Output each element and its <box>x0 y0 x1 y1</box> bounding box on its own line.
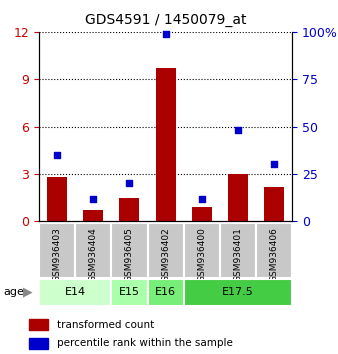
Bar <box>39 279 111 306</box>
Bar <box>47 177 67 221</box>
Bar <box>111 223 147 278</box>
Bar <box>192 207 212 221</box>
Text: GSM936405: GSM936405 <box>125 227 134 282</box>
Bar <box>184 223 220 278</box>
Bar <box>156 68 175 221</box>
Text: E17.5: E17.5 <box>222 287 254 297</box>
Bar <box>228 174 248 221</box>
Point <box>54 152 60 158</box>
Bar <box>111 279 147 306</box>
Point <box>271 161 277 167</box>
Point <box>163 31 168 36</box>
Bar <box>220 223 256 278</box>
Text: age: age <box>3 287 24 297</box>
Text: GSM936404: GSM936404 <box>89 227 98 282</box>
Bar <box>147 279 184 306</box>
Text: GSM936402: GSM936402 <box>161 227 170 282</box>
Bar <box>264 187 284 221</box>
Text: E16: E16 <box>155 287 176 297</box>
Title: GDS4591 / 1450079_at: GDS4591 / 1450079_at <box>85 13 246 27</box>
Bar <box>29 319 48 330</box>
Bar <box>39 223 75 278</box>
Bar <box>83 210 103 221</box>
Text: GSM936406: GSM936406 <box>270 227 279 282</box>
Bar <box>147 223 184 278</box>
Text: ▶: ▶ <box>23 286 32 299</box>
Bar <box>75 223 111 278</box>
Point <box>91 196 96 201</box>
Text: E14: E14 <box>65 287 86 297</box>
Bar <box>119 198 139 221</box>
Bar <box>256 223 292 278</box>
Text: percentile rank within the sample: percentile rank within the sample <box>57 338 233 348</box>
Text: GSM936401: GSM936401 <box>234 227 243 282</box>
Point <box>127 181 132 186</box>
Bar <box>29 338 48 349</box>
Text: GSM936400: GSM936400 <box>197 227 206 282</box>
Text: GSM936403: GSM936403 <box>52 227 62 282</box>
Text: transformed count: transformed count <box>57 320 154 330</box>
Point <box>199 196 204 201</box>
Point <box>235 127 241 133</box>
Bar <box>184 279 292 306</box>
Text: E15: E15 <box>119 287 140 297</box>
